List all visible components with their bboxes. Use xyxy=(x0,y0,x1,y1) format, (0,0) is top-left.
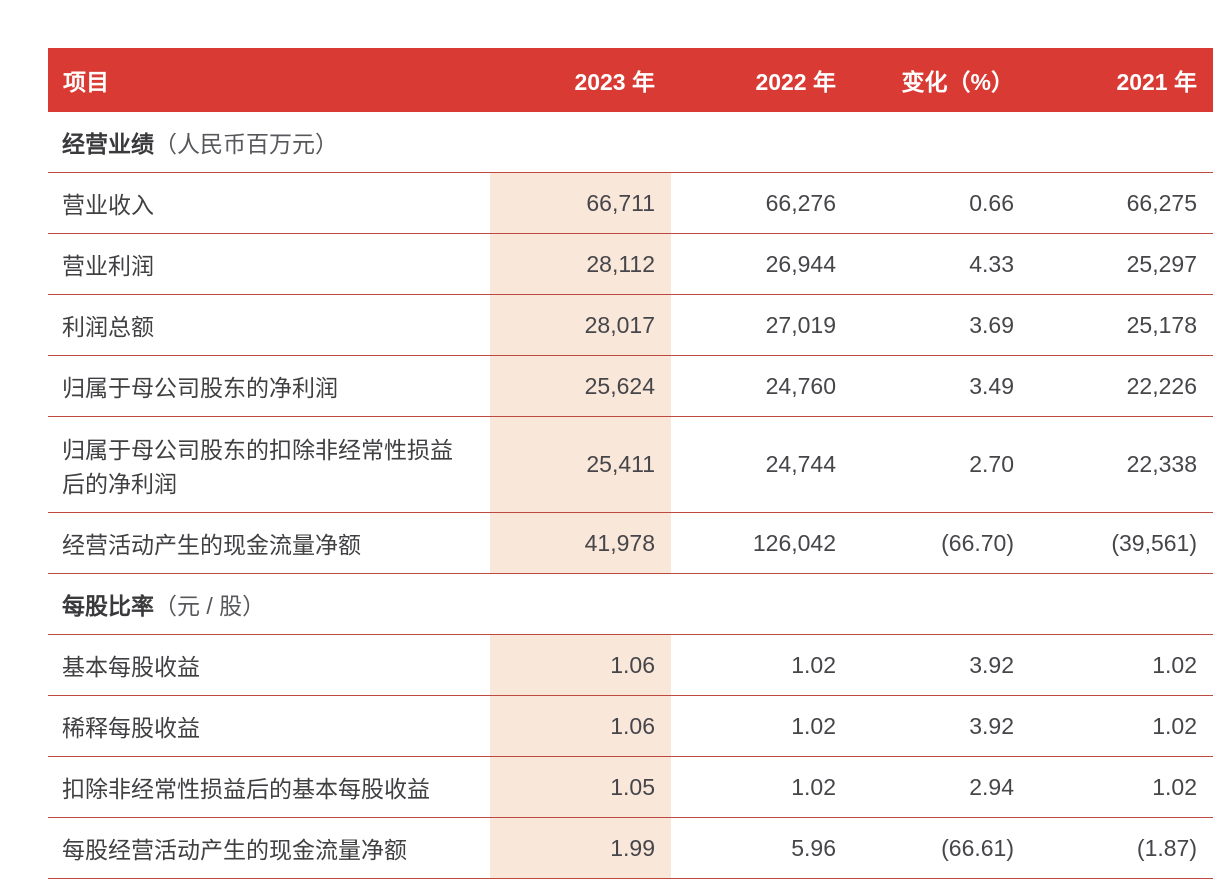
cell-2022: 24,760 xyxy=(671,355,852,417)
cell-change: 2.70 xyxy=(852,416,1030,513)
row-label: 归属于母公司股东的扣除非经常性损益 后的净利润 xyxy=(48,416,490,513)
cell-change: 0.66 xyxy=(852,172,1030,234)
cell-2023: 28,112 xyxy=(490,233,671,295)
cell-change: (66.61) xyxy=(852,817,1030,879)
row-label: 每股经营活动产生的现金流量净额 xyxy=(48,817,490,879)
cell-2021: (39,561) xyxy=(1030,512,1213,574)
table-row: 基本每股收益 1.06 1.02 3.92 1.02 xyxy=(48,634,1213,696)
cell-2021: 25,178 xyxy=(1030,294,1213,356)
row-label: 归属于母公司股东的净利润 xyxy=(48,355,490,417)
cell-2022: 26,944 xyxy=(671,233,852,295)
cell-change: 3.92 xyxy=(852,634,1030,696)
cell-change: 3.69 xyxy=(852,294,1030,356)
cell-2021: 1.02 xyxy=(1030,756,1213,818)
row-label: 基本每股收益 xyxy=(48,634,490,696)
cell-2023: 1.99 xyxy=(490,817,671,879)
row-label: 利润总额 xyxy=(48,294,490,356)
section-title-text: 每股比率 xyxy=(62,593,154,619)
cell-2022: 1.02 xyxy=(671,634,852,696)
table-row: 归属于母公司股东的扣除非经常性损益 后的净利润 25,411 24,744 2.… xyxy=(48,416,1213,513)
table-row: 每股经营活动产生的现金流量净额 1.99 5.96 (66.61) (1.87) xyxy=(48,817,1213,879)
header-2021: 2021 年 xyxy=(1030,48,1213,112)
cell-2023: 28,017 xyxy=(490,294,671,356)
cell-2023: 41,978 xyxy=(490,512,671,574)
table-row: 经营活动产生的现金流量净额 41,978 126,042 (66.70) (39… xyxy=(48,512,1213,574)
header-item: 项目 xyxy=(48,48,490,112)
cell-2022: 1.02 xyxy=(671,756,852,818)
cell-change: (66.70) xyxy=(852,512,1030,574)
table-row: 扣除非经常性损益后的基本每股收益 1.05 1.02 2.94 1.02 xyxy=(48,756,1213,818)
cell-2021: 1.02 xyxy=(1030,634,1213,696)
section-title-text: 经营业绩 xyxy=(62,131,154,157)
table-row: 营业收入 66,711 66,276 0.66 66,275 xyxy=(48,172,1213,234)
section-title-unit: （元 / 股） xyxy=(154,593,266,619)
cell-change: 4.33 xyxy=(852,233,1030,295)
cell-2021: (1.87) xyxy=(1030,817,1213,879)
cell-2023: 25,411 xyxy=(490,416,671,513)
cell-2023: 1.06 xyxy=(490,634,671,696)
header-2023: 2023 年 xyxy=(490,48,671,112)
row-label: 营业收入 xyxy=(48,172,490,234)
cell-2022: 27,019 xyxy=(671,294,852,356)
cell-2021: 66,275 xyxy=(1030,172,1213,234)
cell-2023: 66,711 xyxy=(490,172,671,234)
section-title-per-share: 每股比率（元 / 股） xyxy=(48,574,1213,635)
section-title-operating-results: 经营业绩（人民币百万元） xyxy=(48,112,1213,173)
financial-highlights-table: 项目 2023 年 2022 年 变化（%） 2021 年 经营业绩（人民币百万… xyxy=(48,48,1213,879)
table-row: 利润总额 28,017 27,019 3.69 25,178 xyxy=(48,294,1213,356)
row-label: 稀释每股收益 xyxy=(48,695,490,757)
cell-2023: 1.05 xyxy=(490,756,671,818)
cell-2022: 1.02 xyxy=(671,695,852,757)
cell-change: 3.49 xyxy=(852,355,1030,417)
row-label: 扣除非经常性损益后的基本每股收益 xyxy=(48,756,490,818)
cell-change: 3.92 xyxy=(852,695,1030,757)
cell-2022: 24,744 xyxy=(671,416,852,513)
cell-2021: 1.02 xyxy=(1030,695,1213,757)
cell-2021: 22,338 xyxy=(1030,416,1213,513)
table-row: 营业利润 28,112 26,944 4.33 25,297 xyxy=(48,233,1213,295)
cell-2021: 22,226 xyxy=(1030,355,1213,417)
section-title-unit: （人民币百万元） xyxy=(154,131,338,157)
row-label: 营业利润 xyxy=(48,233,490,295)
cell-change: 2.94 xyxy=(852,756,1030,818)
cell-2022: 126,042 xyxy=(671,512,852,574)
table-row: 稀释每股收益 1.06 1.02 3.92 1.02 xyxy=(48,695,1213,757)
cell-2022: 66,276 xyxy=(671,172,852,234)
header-2022: 2022 年 xyxy=(671,48,852,112)
cell-2023: 1.06 xyxy=(490,695,671,757)
table-header-row: 项目 2023 年 2022 年 变化（%） 2021 年 xyxy=(48,48,1213,112)
row-label: 经营活动产生的现金流量净额 xyxy=(48,512,490,574)
cell-2023: 25,624 xyxy=(490,355,671,417)
table-row: 归属于母公司股东的净利润 25,624 24,760 3.49 22,226 xyxy=(48,355,1213,417)
header-change: 变化（%） xyxy=(852,48,1030,112)
cell-2022: 5.96 xyxy=(671,817,852,879)
cell-2021: 25,297 xyxy=(1030,233,1213,295)
